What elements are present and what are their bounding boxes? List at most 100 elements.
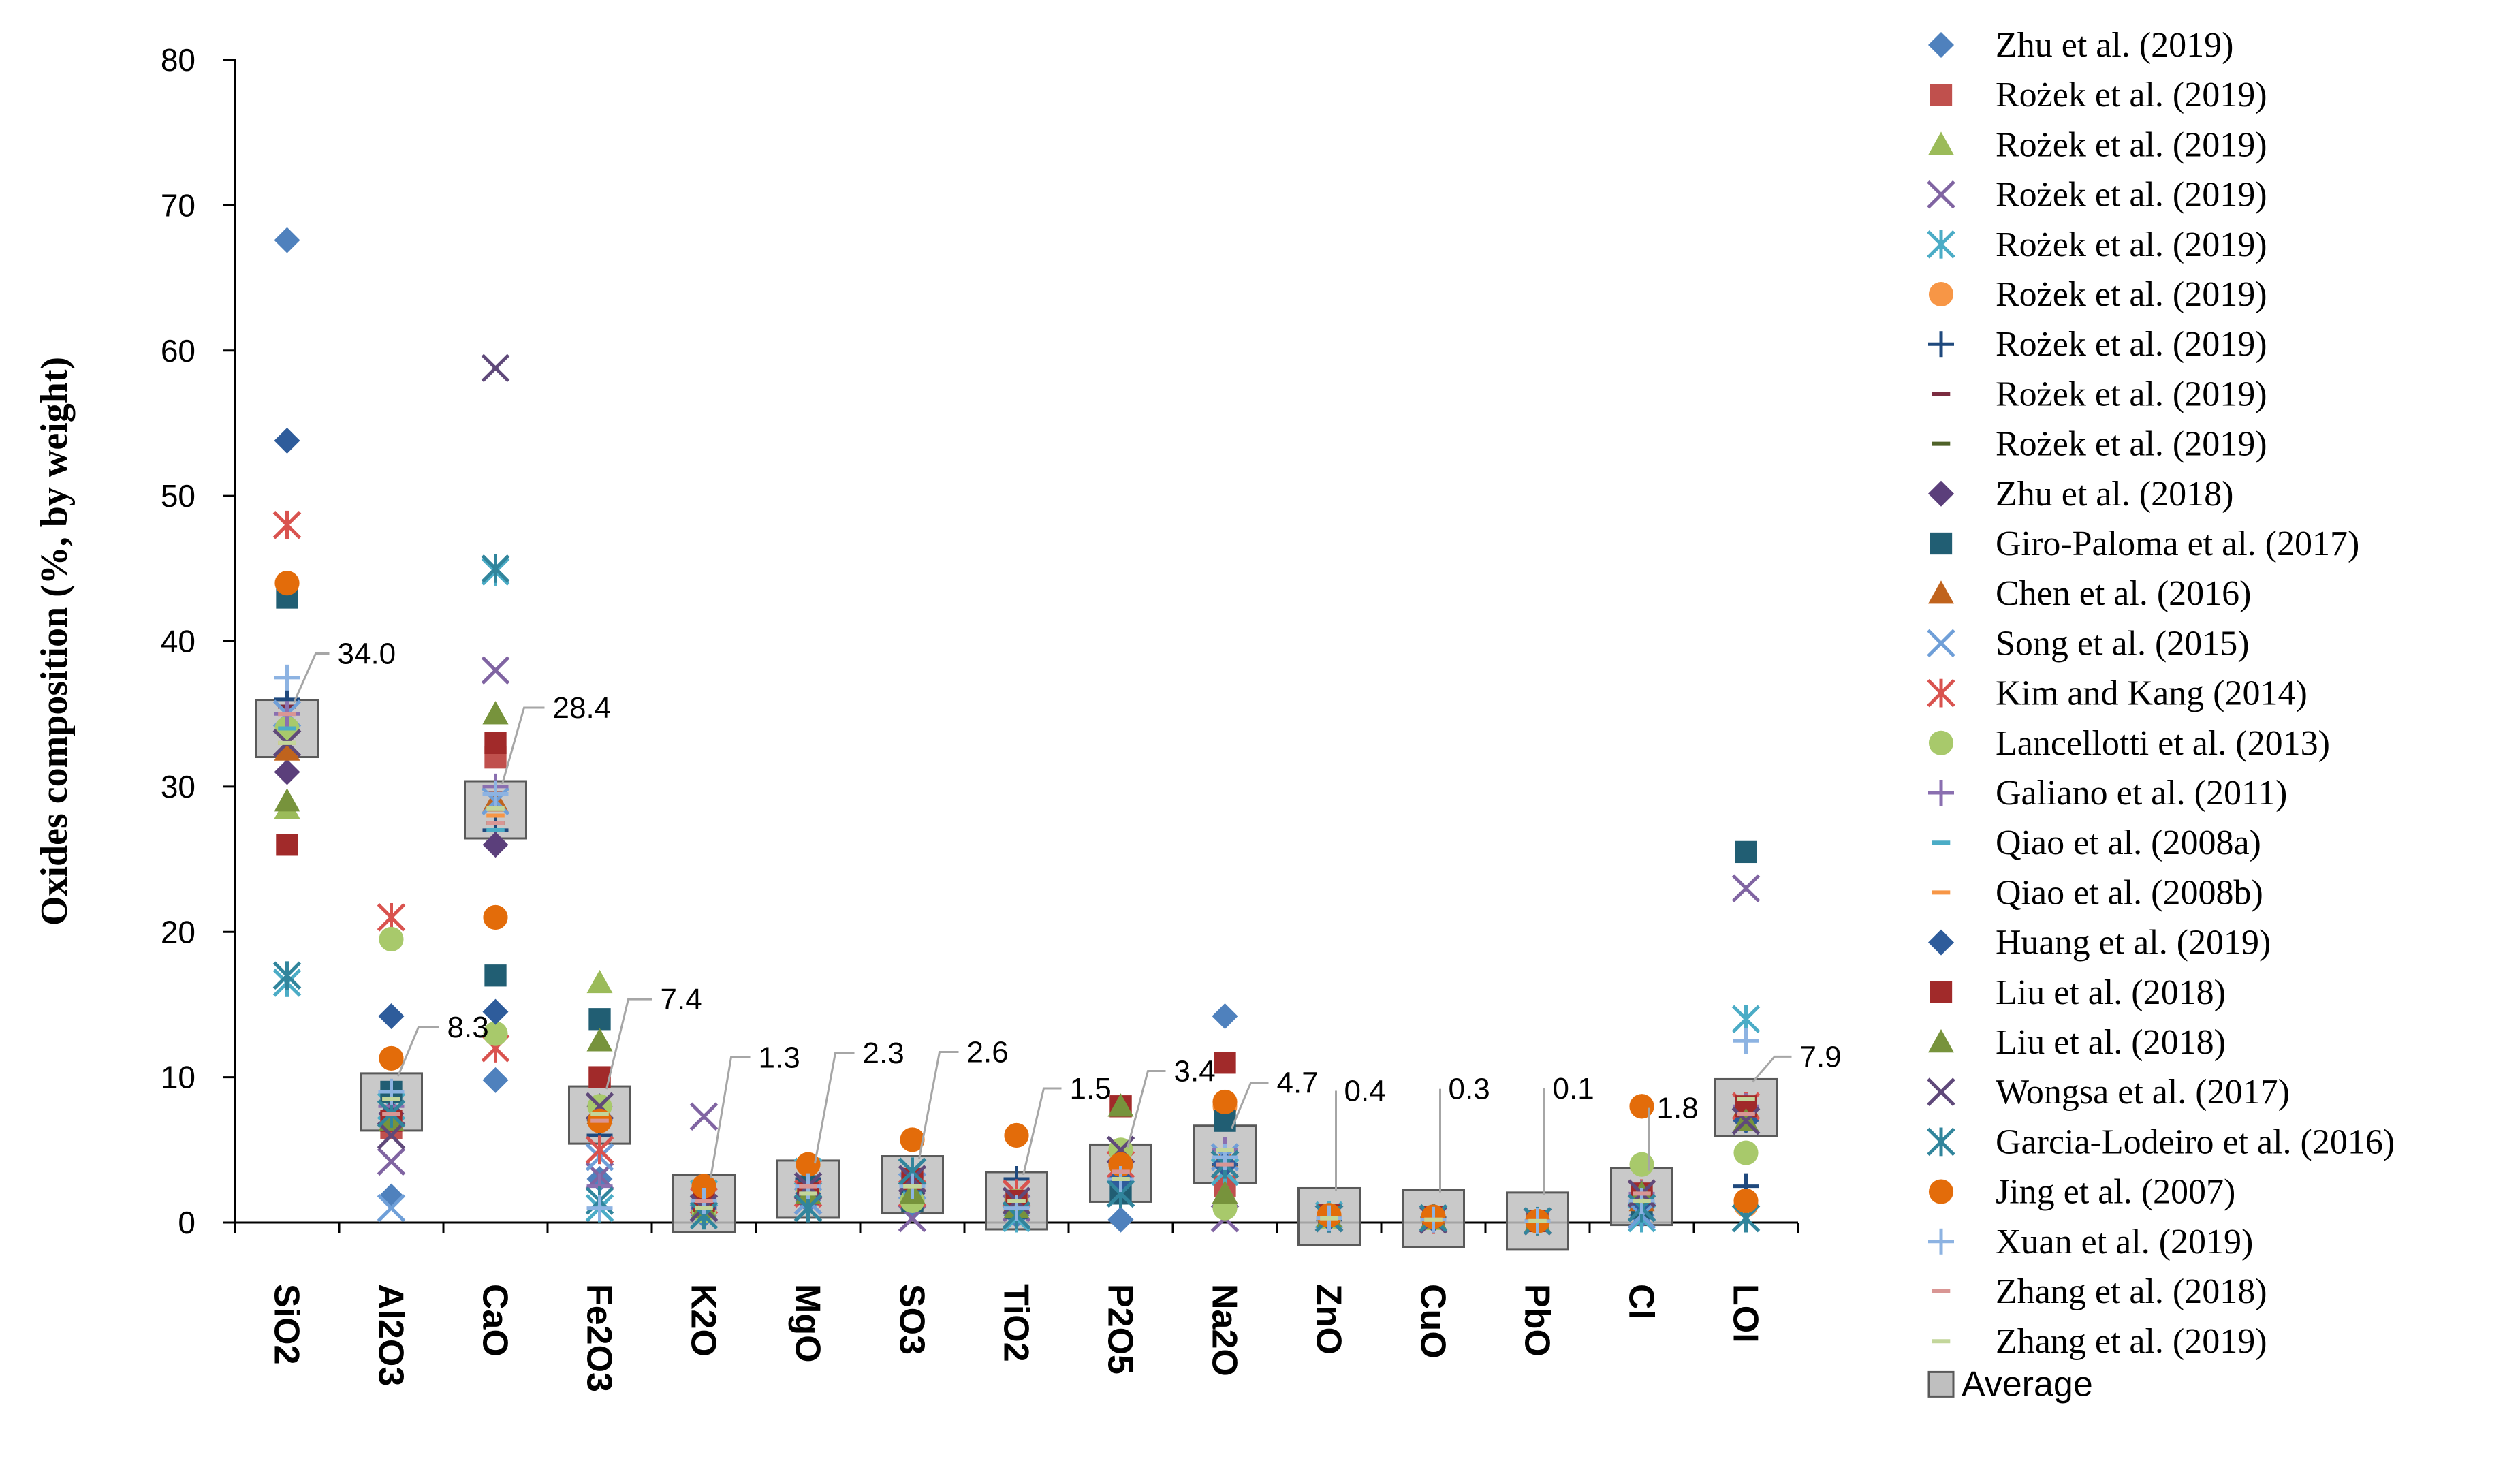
legend-label: Song et al. (2015) xyxy=(1996,624,2250,663)
legend-label: Liu et al. (2018) xyxy=(1996,1023,2226,1062)
legend-marker xyxy=(1928,1228,1954,1255)
average-leader-line xyxy=(710,1056,751,1178)
legend-item: Garcia-Lodeiro et al. (2016) xyxy=(1927,1122,2395,1161)
data-point xyxy=(691,1174,716,1199)
data-point xyxy=(586,969,613,994)
average-value-label: 0.4 xyxy=(1344,1074,1386,1107)
legend-label: Zhang et al. (2019) xyxy=(1996,1322,2267,1361)
average-value-label: 1.3 xyxy=(759,1041,800,1074)
average-value-label: 8.3 xyxy=(447,1011,489,1044)
average-value-label: 7.9 xyxy=(1800,1040,1842,1073)
x-tick-label: Fe2O3 xyxy=(579,1284,618,1392)
y-tick-label: 50 xyxy=(161,478,195,514)
x-tick-label: TiO2 xyxy=(996,1284,1035,1362)
legend-marker xyxy=(1927,1127,1955,1157)
legend-label: Chen et al. (2016) xyxy=(1996,574,2251,613)
average-labels: 34.0 8.3 28.4 7.4 1.3 2.3 2.6 1.5 3.4 4.7 0.4 0.3 0.… xyxy=(293,638,1842,1195)
legend-label: Kim and Kang (2014) xyxy=(1996,674,2308,713)
average-value-label: 3.4 xyxy=(1174,1054,1216,1088)
legend-item: Zhu et al. (2018) xyxy=(1928,475,2233,514)
x-tick-label: CuO xyxy=(1413,1284,1452,1359)
data-point xyxy=(272,961,302,990)
average-value-label: 1.8 xyxy=(1657,1092,1699,1125)
legend-marker xyxy=(1928,580,1954,604)
data-point xyxy=(274,428,300,454)
data-point xyxy=(481,353,510,383)
average-value-label: 0.3 xyxy=(1449,1073,1490,1106)
legend-marker xyxy=(1928,929,1954,956)
average-value-label: 0.1 xyxy=(1553,1072,1594,1105)
average-leader-line xyxy=(397,1026,439,1077)
legend-label: Rożek et al. (2019) xyxy=(1996,125,2267,164)
data-point xyxy=(796,1152,821,1177)
legend-item: Rożek et al. (2019) xyxy=(1932,425,2267,464)
data-point xyxy=(482,701,509,725)
legend-item: Chen et al. (2016) xyxy=(1928,574,2251,613)
legend-label: Average xyxy=(1962,1364,2093,1404)
data-point xyxy=(483,1021,508,1046)
data-point xyxy=(274,571,300,596)
data-point xyxy=(481,656,510,685)
legend-item: Rożek et al. (2019) xyxy=(1927,225,2267,264)
average-leader-line xyxy=(1231,1082,1269,1129)
average-value-label: 34.0 xyxy=(338,638,396,671)
legend-label: Rożek et al. (2019) xyxy=(1996,76,2267,114)
legend-label: Huang et al. (2019) xyxy=(1996,924,2271,962)
legend-item: Qiao et al. (2008b) xyxy=(1932,873,2263,912)
legend-item: Liu et al. (2018) xyxy=(1930,973,2226,1012)
legend: Zhu et al. (2019) Rożek et al. (2019) Roże… xyxy=(1927,26,2395,1404)
legend-label: Xuan et al. (2019) xyxy=(1996,1223,2253,1261)
legend-item: Rożek et al. (2019) xyxy=(1930,76,2267,114)
data-point xyxy=(689,1102,719,1131)
legend-marker xyxy=(1927,678,1955,708)
average-leader-line xyxy=(814,1052,855,1164)
data-point xyxy=(1629,1152,1654,1177)
legend-marker xyxy=(1927,180,1955,209)
average-leader-line xyxy=(1022,1087,1062,1176)
data-point xyxy=(481,554,510,583)
legend-marker xyxy=(1927,1370,1955,1398)
x-tick-label: LOI xyxy=(1725,1284,1765,1343)
legend-item: Rożek et al. (2019) xyxy=(1928,275,2267,314)
y-tick-label: 80 xyxy=(161,42,195,78)
average-marker xyxy=(1506,1191,1569,1251)
legend-item: Zhu et al. (2019) xyxy=(1928,26,2233,65)
data-point xyxy=(588,1008,611,1031)
data-point xyxy=(586,1028,613,1052)
data-point xyxy=(379,1045,404,1071)
legend-label: Galiano et al. (2011) xyxy=(1996,774,2287,813)
data-point xyxy=(1107,1206,1134,1233)
data-point xyxy=(1214,1052,1236,1074)
legend-label: Lancellotti et al. (2013) xyxy=(1996,724,2330,763)
legend-item: Zhang et al. (2019) xyxy=(1932,1322,2267,1361)
legend-label: Garcia-Lodeiro et al. (2016) xyxy=(1996,1122,2395,1161)
data-point xyxy=(1212,1089,1238,1114)
legend-label: Zhu et al. (2019) xyxy=(1996,26,2233,65)
x-tick-label: PbO xyxy=(1517,1284,1556,1357)
data-point xyxy=(482,1067,509,1093)
data-point xyxy=(274,737,300,761)
legend-item: Lancellotti et al. (2013) xyxy=(1928,724,2330,763)
legend-marker xyxy=(1928,1179,1954,1204)
average-value-label: 4.7 xyxy=(1277,1067,1319,1100)
legend-item: Rożek et al. (2019) xyxy=(1932,375,2267,413)
legend-item: Giro-Paloma et al. (2017) xyxy=(1930,524,2359,563)
y-tick-label: 60 xyxy=(161,333,195,368)
x-tick-label: K2O xyxy=(683,1284,723,1357)
legend-marker xyxy=(1928,1029,1954,1053)
data-point xyxy=(379,926,404,951)
data-point xyxy=(274,788,300,812)
legend-label: Zhang et al. (2018) xyxy=(1996,1272,2267,1311)
legend-item: Wongsa et al. (2017) xyxy=(1927,1073,2290,1112)
data-point xyxy=(1731,874,1761,903)
legend-item: Song et al. (2015) xyxy=(1927,624,2250,663)
y-axis-title: Oxides composition (%, by weight) xyxy=(33,357,76,926)
data-point xyxy=(377,903,406,932)
legend-label: Zhu et al. (2018) xyxy=(1996,475,2233,514)
x-tick-label: Al2O3 xyxy=(371,1284,410,1386)
x-tick-label: SiO2 xyxy=(266,1284,306,1365)
legend-marker xyxy=(1930,532,1953,555)
data-point xyxy=(274,664,300,691)
average-leader-line xyxy=(1752,1055,1792,1083)
